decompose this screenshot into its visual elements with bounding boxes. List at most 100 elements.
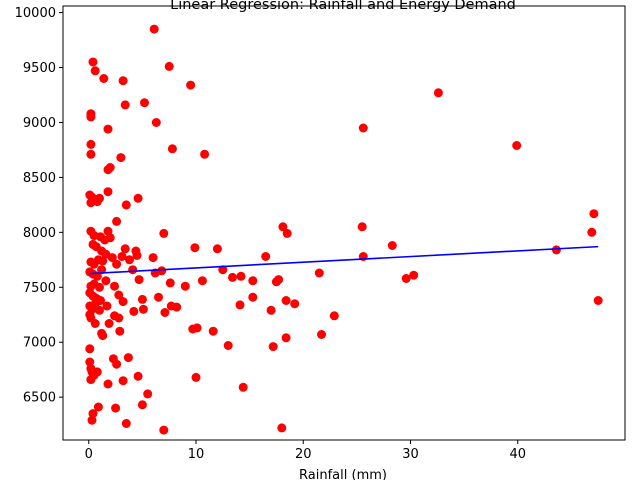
data-point-154 [589, 209, 599, 219]
data-point-50 [148, 253, 158, 263]
y-tick-label: 9500 [23, 61, 56, 76]
x-tick-label: 0 [85, 447, 93, 462]
data-point-72 [114, 290, 124, 300]
data-point-91 [172, 302, 182, 312]
data-point-13 [86, 139, 96, 149]
data-point-92 [85, 344, 95, 354]
data-point-27 [92, 197, 102, 207]
data-point-111 [191, 372, 201, 382]
data-point-41 [120, 244, 130, 254]
data-point-145 [358, 123, 368, 133]
data-point-73 [137, 294, 147, 304]
data-point-18 [167, 144, 177, 154]
data-point-129 [261, 252, 271, 261]
data-point-90 [114, 313, 124, 323]
data-point-86 [90, 319, 100, 328]
data-point-14 [86, 149, 96, 159]
data-point-49 [132, 250, 142, 260]
data-point-123 [218, 265, 228, 275]
data-point-138 [281, 333, 291, 343]
data-point-120 [197, 276, 207, 286]
data-point-105 [112, 359, 122, 369]
data-point-66 [180, 281, 190, 291]
y-tick-label: 8500 [23, 171, 56, 186]
data-point-10 [120, 100, 130, 110]
data-point-121 [212, 244, 222, 254]
data-point-23 [103, 187, 113, 197]
data-point-5 [164, 61, 174, 71]
data-point-115 [111, 403, 121, 413]
x-tick-label: 30 [402, 447, 419, 462]
x-axis-label: Rainfall (mm) [299, 468, 387, 480]
y-tick-label: 9000 [23, 116, 56, 131]
data-point-74 [154, 292, 163, 302]
data-point-81 [138, 304, 148, 314]
data-point-4 [149, 24, 159, 34]
data-point-0 [88, 57, 98, 67]
plot-frame [62, 5, 626, 441]
data-point-6 [186, 80, 196, 90]
data-point-82 [160, 308, 170, 317]
x-axis: 0 10 20 30 40 [85, 440, 526, 462]
y-tick-label: 7000 [23, 336, 56, 351]
data-point-109 [118, 376, 128, 386]
data-point-96 [192, 323, 202, 333]
data-point-112 [88, 409, 98, 419]
data-point-61 [95, 282, 104, 292]
data-point-142 [238, 382, 248, 392]
data-point-110 [133, 371, 143, 381]
data-point-144 [357, 222, 367, 232]
data-point-47 [107, 253, 117, 263]
data-point-153 [587, 227, 597, 237]
data-point-118 [143, 389, 153, 399]
data-point-143 [277, 423, 287, 433]
data-point-150 [433, 88, 443, 98]
data-point-139 [314, 268, 324, 278]
data-point-116 [121, 419, 131, 428]
data-point-1 [90, 66, 100, 76]
regression-line [89, 245, 599, 275]
plot-area [85, 24, 603, 435]
data-point-17 [105, 163, 115, 172]
data-point-33 [112, 216, 122, 226]
data-point-132 [274, 275, 284, 285]
data-point-98 [223, 341, 233, 350]
data-point-148 [401, 274, 411, 283]
data-point-137 [268, 342, 278, 352]
data-point-3 [118, 76, 128, 86]
data-point-140 [317, 330, 326, 339]
data-point-40 [117, 252, 127, 261]
data-point-103 [92, 367, 102, 377]
data-point-15 [116, 153, 126, 163]
data-point-93 [98, 331, 108, 341]
data-point-54 [97, 265, 107, 275]
data-point-2 [99, 74, 109, 83]
data-point-65 [165, 278, 175, 288]
data-point-107 [86, 375, 96, 385]
y-tick-label: 10000 [15, 6, 56, 21]
data-point-136 [290, 299, 300, 309]
data-point-113 [87, 415, 97, 425]
data-point-128 [248, 292, 258, 302]
data-point-114 [93, 402, 103, 412]
x-tick-label: 20 [295, 447, 312, 462]
data-point-24 [121, 200, 131, 210]
data-point-25 [133, 193, 143, 203]
data-point-97 [208, 326, 218, 336]
y-tick-label: 7500 [23, 281, 56, 296]
data-point-11 [140, 98, 149, 108]
data-point-125 [236, 271, 246, 281]
data-point-46 [98, 256, 108, 266]
data-point-39 [105, 233, 115, 243]
y-axis: 6500 7000 7500 8000 8500 9000 9500 10000 [15, 6, 63, 406]
data-point-106 [123, 353, 133, 363]
data-point-9 [103, 124, 113, 134]
data-point-55 [112, 259, 122, 269]
data-point-58 [157, 266, 167, 276]
data-point-119 [159, 425, 169, 435]
data-point-80 [129, 306, 139, 316]
data-point-134 [282, 228, 292, 238]
data-point-88 [104, 319, 114, 328]
data-point-77 [90, 299, 100, 309]
